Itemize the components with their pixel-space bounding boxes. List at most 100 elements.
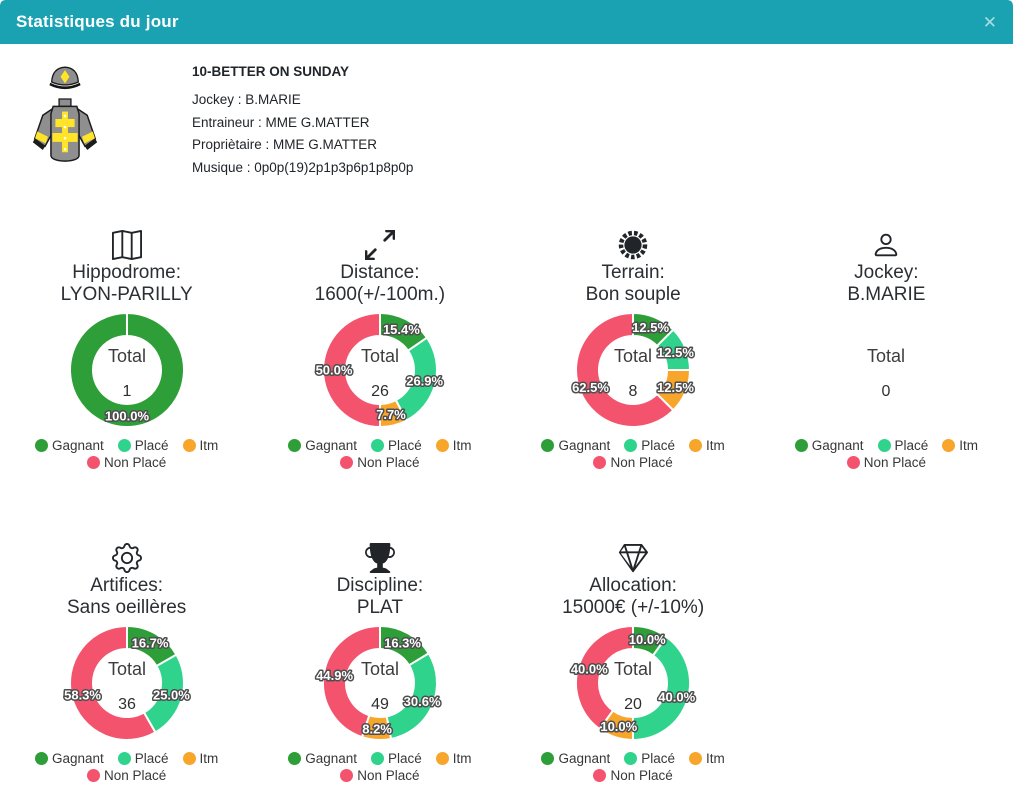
stat-chart-card: Jockey: B.MARIE Total 0 Gagnant Placé Itm N… (760, 230, 1013, 471)
legend-item-gagnant: Gagnant (794, 438, 864, 454)
total-label: Total (108, 659, 146, 679)
slice-percent-label: 58.3% (64, 687, 101, 702)
legend-item-non_place: Non Placé (593, 455, 673, 471)
legend-label: Placé (134, 438, 169, 454)
charts-row-2: Artifices: Sans oeillères 16.7% 25.0% 58.3… (0, 543, 1013, 784)
slice-percent-label: 25.0% (153, 688, 190, 703)
legend-item-gagnant: Gagnant (288, 751, 357, 766)
chart-title-line2: 1600(+/-100m.) (314, 284, 446, 306)
stat-chart-card: Allocation: 15000€ (+/-10%) 10.0% 40.0% 10… (507, 543, 760, 784)
slice-percent-label: 50.0% (315, 363, 352, 378)
slice-percent-label: 12.5% (657, 380, 694, 395)
total-label: Total (614, 346, 652, 366)
legend-label: Itm (959, 438, 979, 454)
legend-item-gagnant: Gagnant (541, 438, 610, 453)
slice-percent-label: 26.9% (406, 374, 443, 389)
expand-arrows-icon (365, 230, 395, 260)
legend-item-place: Placé (117, 751, 169, 767)
legend-label: Gagnant (51, 438, 104, 454)
legend-item-place: Placé (117, 438, 169, 454)
legend-label: Placé (894, 438, 929, 454)
legend-item-non_place: Non Placé (340, 768, 420, 784)
place-dot-icon (371, 752, 384, 766)
stat-chart-card: Artifices: Sans oeillères 16.7% 25.0% 58.3… (0, 543, 253, 784)
legend-item-itm: Itm (689, 438, 725, 453)
legend-item-place: Placé (371, 438, 422, 453)
gear-icon (112, 543, 142, 573)
legend-label: Gagnant (811, 438, 864, 454)
slice-percent-label: 16.7% (131, 636, 168, 651)
legend-item-gagnant: Gagnant (288, 438, 357, 453)
legend-label: Gagnant (558, 751, 611, 767)
legend-label: Itm (706, 438, 725, 454)
slice-percent-label: 8.2% (362, 722, 392, 737)
donut-chart: Total 0 (867, 346, 905, 400)
horse-trainer-line: Entraineur : MME G.MATTER (192, 114, 370, 130)
donut-chart: 12.5% 12.5% 12.5% 62.5% Total 8 (571, 312, 696, 429)
legend-label: Non Placé (357, 455, 420, 471)
stat-chart-card: Terrain: Bon souple 12.5% 12.5% 12.5% 62.5%… (507, 230, 760, 471)
horse-name: 10-BETTER ON SUNDAY (192, 64, 350, 79)
chart-legend: Gagnant Placé Itm Non Placé (534, 437, 731, 471)
gagnant-dot-icon (288, 439, 302, 453)
chart-title-line1: Jockey: (854, 262, 919, 283)
total-label: Total (361, 659, 399, 679)
place-dot-icon (117, 752, 131, 766)
itm-dot-icon (689, 752, 703, 766)
chart-title-line1: Allocation: (589, 575, 677, 597)
legend-label: Itm (706, 751, 725, 767)
chart-title: Artifices: Sans oeillères (67, 575, 186, 619)
legend-item-non_place: Non Placé (593, 768, 673, 784)
total-label: Total (614, 659, 652, 679)
chart-title: Allocation: 15000€ (+/-10%) (562, 575, 704, 619)
legend-label: Non Placé (103, 768, 167, 784)
slice-percent-label: 16.3% (384, 636, 421, 651)
gagnant-dot-icon (34, 439, 48, 453)
horse-info: 10-BETTER ON SUNDAY Jockey : B.MARIE Ent… (192, 58, 413, 182)
donut-slice-non_place (575, 625, 635, 731)
donut-chart: 10.0% 40.0% 10.0% 40.0% Total 20 (569, 625, 697, 742)
map-icon (112, 230, 142, 260)
total-value: 20 (624, 696, 642, 713)
total-label: Total (108, 346, 146, 366)
modal-title: Statistiques du jour (16, 12, 179, 31)
gagnant-dot-icon (794, 439, 808, 453)
legend-label: Non Placé (610, 768, 673, 784)
non_place-dot-icon (593, 456, 607, 470)
chart-title: Terrain: Bon souple (586, 262, 681, 306)
total-value: 36 (118, 696, 136, 713)
slice-percent-label: 10.0% (600, 719, 637, 734)
legend-label: Non Placé (610, 455, 673, 471)
itm-dot-icon (689, 439, 703, 453)
stat-chart-card: Hippodrome: LYON-PARILLY 100.0% Total 1 Ga… (0, 230, 253, 471)
slice-percent-label: 10.0% (629, 632, 666, 647)
non_place-dot-icon (86, 769, 100, 783)
legend-label: Placé (134, 751, 169, 767)
modal-header: Statistiques du jour ✕ (0, 0, 1013, 44)
legend-label: Gagnant (51, 751, 104, 767)
legend-label: Non Placé (103, 455, 167, 471)
slice-percent-label: 44.9% (316, 668, 353, 683)
close-icon[interactable]: ✕ (982, 12, 997, 32)
diamond-icon (618, 543, 648, 573)
legend-item-gagnant: Gagnant (34, 751, 104, 767)
non_place-dot-icon (340, 769, 354, 783)
stat-chart-card: Discipline: PLAT 16.3% 30.6% 8.2% 44.9% Tota… (253, 543, 506, 784)
donut-slice-gagnant (68, 312, 185, 428)
chart-title-line1: Discipline: (336, 575, 424, 597)
total-label: Total (361, 346, 399, 366)
itm-dot-icon (435, 439, 449, 453)
legend-label: Non Placé (357, 768, 420, 784)
donut-chart: 15.4% 26.9% 7.7% 50.0% Total 26 (314, 312, 445, 429)
chart-legend: Gagnant Placé Itm Non Placé (281, 750, 478, 784)
chart-title: Discipline: PLAT (337, 575, 424, 619)
slice-percent-label: 12.5% (657, 345, 694, 360)
horse-info-section: 10-BETTER ON SUNDAY Jockey : B.MARIE Ent… (0, 44, 1013, 182)
legend-label: Placé (641, 751, 676, 767)
donut-slice-place (632, 636, 692, 742)
legend-item-itm: Itm (435, 438, 472, 453)
jockey-silks-icon (32, 66, 98, 162)
itm-dot-icon (182, 752, 196, 766)
slice-percent-label: 40.0% (658, 690, 695, 705)
